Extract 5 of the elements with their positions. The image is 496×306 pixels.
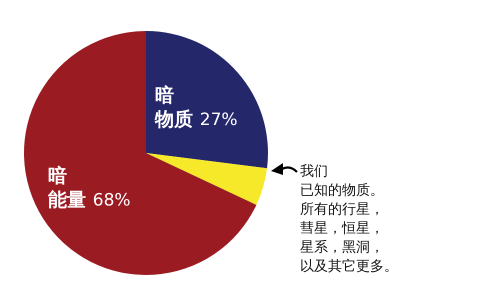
data-label: 27% [200, 110, 238, 130]
slice-label: 暗能量 [48, 164, 86, 211]
data-label: 68% [92, 190, 131, 210]
slice-label: 暗物质 [154, 84, 194, 131]
slice-label: 我们已知的物质。所有的行星，彗星，恒星，星系，黑洞，以及其它更多。 [300, 164, 398, 275]
